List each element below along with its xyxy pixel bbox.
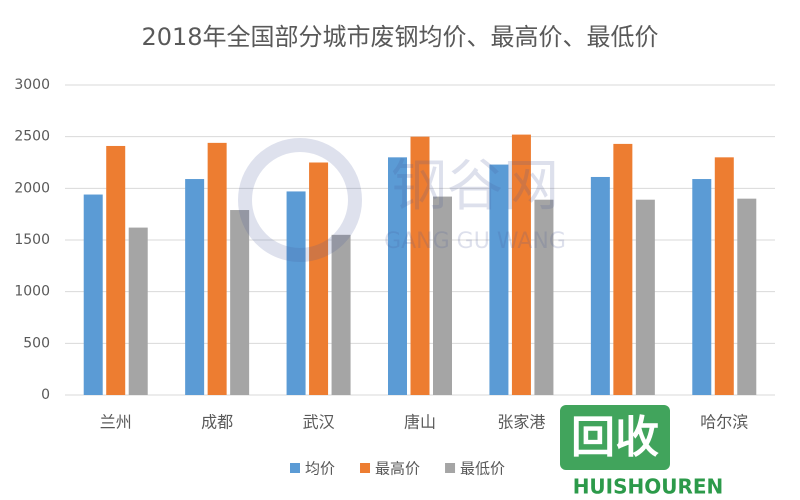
- legend-label: 均价: [305, 460, 335, 478]
- watermark-text: GANG GU WANG: [384, 229, 566, 254]
- bar: [613, 143, 633, 395]
- y-tick-label: 3000: [14, 77, 50, 93]
- bar: [230, 210, 250, 395]
- watermark-text: HUISHOUREN: [573, 475, 724, 499]
- watermark-logo: [238, 138, 362, 262]
- watermark-text: 回收: [571, 412, 659, 463]
- y-tick-label: 0: [41, 387, 50, 403]
- x-tick-label: 张家港: [497, 413, 545, 432]
- bar: [106, 145, 126, 395]
- bar: [534, 199, 554, 395]
- x-tick-label: 武汉: [303, 413, 335, 432]
- y-tick-label: 1000: [14, 284, 50, 300]
- watermark: 钢谷网 GANG GU WANG: [238, 138, 566, 262]
- y-tick-label: 500: [23, 335, 50, 351]
- legend-swatch: [290, 463, 300, 473]
- bar: [286, 191, 306, 395]
- legend-swatch: [445, 463, 456, 473]
- legend-swatch: [360, 463, 371, 473]
- watermark-box: [560, 405, 670, 470]
- x-tick-label: 成都: [201, 413, 233, 432]
- bar: [207, 142, 227, 395]
- bar: [692, 179, 712, 395]
- bar: [388, 157, 407, 395]
- bar: [714, 157, 734, 395]
- y-tick-label: 2500: [14, 129, 50, 145]
- bar: [635, 199, 655, 395]
- y-tick-label: 2000: [14, 180, 50, 196]
- bar: [185, 179, 205, 395]
- bar: [511, 134, 531, 395]
- legend: 均价 最高价 最低价: [290, 460, 505, 478]
- bar: [128, 227, 148, 395]
- bar: [737, 198, 757, 395]
- watermark-text: 钢谷网: [391, 154, 559, 219]
- chart-title: 2018年全国部分城市废钢均价、最高价、最低价: [141, 23, 658, 51]
- bar: [489, 164, 509, 395]
- watermark-logo: 回收 HUISHOUREN: [560, 405, 723, 499]
- bar: [309, 162, 329, 395]
- y-tick-label: 1500: [14, 232, 50, 248]
- legend-label: 最低价: [460, 460, 505, 478]
- bar: [433, 196, 452, 395]
- bar: [83, 194, 103, 395]
- plot-area: 0 500 1000 1500 2000 2500 3000 兰州 成都 武汉 唐山 张家港 哈尔滨: [14, 77, 775, 432]
- x-tick-label: 哈尔滨: [700, 413, 748, 432]
- x-tick-label: 唐山: [404, 413, 436, 432]
- bar: [410, 136, 430, 395]
- legend-label: 最高价: [375, 460, 420, 478]
- bar: [590, 176, 610, 395]
- bar: [331, 234, 351, 395]
- x-tick-label: 兰州: [100, 413, 132, 432]
